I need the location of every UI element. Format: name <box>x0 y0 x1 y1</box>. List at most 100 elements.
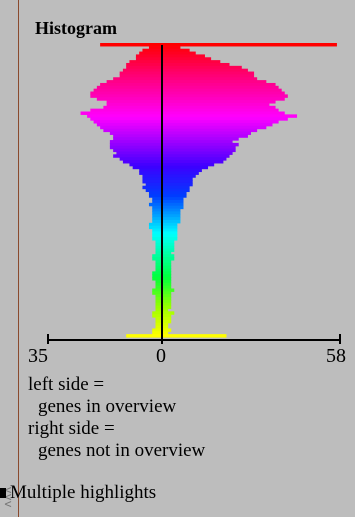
histogram-bar-left <box>155 325 162 330</box>
histogram-bar-right <box>162 188 190 193</box>
histogram-bar-left <box>152 291 162 295</box>
histogram-bar-left <box>155 308 162 312</box>
histogram-bar-left <box>113 148 162 153</box>
multiple-highlights-toggle[interactable]: Multiple highlights <box>0 482 156 504</box>
histogram-bar-right <box>162 205 184 210</box>
histogram-bar-left <box>152 331 162 335</box>
histogram-bar-right <box>162 248 175 252</box>
histogram-bar-left <box>126 65 162 70</box>
histogram-bar-left <box>155 319 162 324</box>
histogram-bar-right <box>162 185 190 190</box>
histogram-bar-right <box>162 274 172 278</box>
histogram-bar-right <box>162 54 205 58</box>
histogram-bar-left <box>152 254 162 258</box>
histogram-bar-right <box>162 245 175 250</box>
histogram-bar-left <box>152 234 162 238</box>
scroll-notch-icon: < <box>4 482 12 497</box>
histogram-bar-left <box>113 77 162 81</box>
histogram-bar-left <box>113 154 162 158</box>
histogram-bar-left <box>152 277 162 281</box>
histogram-chart <box>47 43 341 344</box>
histogram-bar-left <box>155 268 162 272</box>
histogram-bar-left <box>155 245 162 250</box>
histogram-bar-right <box>162 154 230 158</box>
histogram-bar-right <box>162 322 169 327</box>
histogram-bar-right <box>162 297 172 301</box>
histogram-bar-left <box>132 165 162 170</box>
histogram-bar-right <box>162 142 239 147</box>
histogram-bar-left <box>93 88 162 93</box>
histogram-bar-left <box>106 102 162 107</box>
histogram-bar-right <box>162 140 233 144</box>
histogram-bar-right <box>162 191 187 195</box>
axis-center-label: 0 <box>156 345 166 367</box>
histogram-bar-left <box>152 219 162 224</box>
histogram-bar-right <box>162 91 285 95</box>
histogram-bar-right <box>162 105 276 110</box>
histogram-bar-right <box>162 157 227 161</box>
histogram-bar-left <box>119 71 162 75</box>
histogram-bar-right <box>162 237 178 241</box>
legend-right-title: right side = <box>28 418 115 439</box>
scroll-handle[interactable]: < < < <box>0 482 16 512</box>
histogram-bar-left <box>148 225 162 230</box>
histogram-bar-left <box>142 177 162 181</box>
histogram-bar-left <box>152 214 162 218</box>
histogram-bar-right <box>162 80 267 84</box>
histogram-bar-right <box>162 71 255 75</box>
histogram-bar-right <box>162 308 169 312</box>
multiple-highlights-label: Multiple highlights <box>10 482 157 503</box>
histogram-bar-left <box>152 328 162 332</box>
histogram-bar-left <box>148 191 162 195</box>
histogram-bar-right <box>162 239 175 244</box>
histogram-bar-left <box>152 257 162 261</box>
histogram-bar-right <box>162 262 172 267</box>
histogram-bar-right <box>162 225 178 230</box>
histogram-bar-left <box>122 160 162 164</box>
histogram-bar-left <box>109 145 162 150</box>
histogram-bar-right <box>162 328 172 332</box>
histogram-bar-left <box>135 57 162 61</box>
histogram-bar-left <box>80 111 162 115</box>
histogram-bar-right <box>162 151 233 155</box>
scroll-notch-icon: < <box>4 496 12 511</box>
histogram-bar-left <box>155 242 162 247</box>
histogram-bar-right <box>162 114 298 118</box>
histogram-bar-left <box>106 100 162 104</box>
legend-left-title: left side = <box>28 374 105 395</box>
histogram-bar-left <box>142 185 162 190</box>
histogram-bar-right <box>162 182 193 187</box>
scroll-notch-icon: < <box>4 489 12 504</box>
histogram-bar-left <box>145 188 162 193</box>
histogram-bar-left <box>109 131 162 135</box>
histogram-bar-right <box>162 122 273 127</box>
histogram-bar-left <box>109 142 162 147</box>
histogram-bar-left <box>155 322 162 327</box>
histogram-bar-left <box>96 85 162 90</box>
histogram-bar-right <box>162 279 172 284</box>
histogram-bar-left <box>148 202 162 207</box>
histogram-bar-right <box>162 311 175 315</box>
histogram-bar-left <box>155 297 162 301</box>
histogram-bar-left <box>109 140 162 144</box>
histogram-bar-right <box>162 222 178 227</box>
histogram-bar-right <box>162 165 209 170</box>
histogram-bar-left <box>152 314 162 318</box>
histogram-bar-right <box>162 48 190 53</box>
histogram-bar-right <box>162 45 181 50</box>
histogram-bar-right <box>162 77 258 81</box>
histogram-bar-left <box>126 334 162 338</box>
histogram-bar-left <box>90 94 162 98</box>
histogram-bar-left <box>90 108 162 113</box>
histogram-bar-left <box>152 199 162 204</box>
histogram-bar-left <box>152 311 162 315</box>
histogram-bar-left <box>113 137 162 141</box>
histogram-bar-right <box>162 254 175 258</box>
histogram-bar-left <box>155 251 162 255</box>
histogram-bar-right <box>162 145 236 150</box>
histogram-bar-left <box>142 48 162 53</box>
histogram-bar-right <box>162 102 270 107</box>
histogram-bar-right <box>162 305 172 310</box>
histogram-bar-right <box>162 60 221 64</box>
histogram-bar-left <box>155 282 162 287</box>
